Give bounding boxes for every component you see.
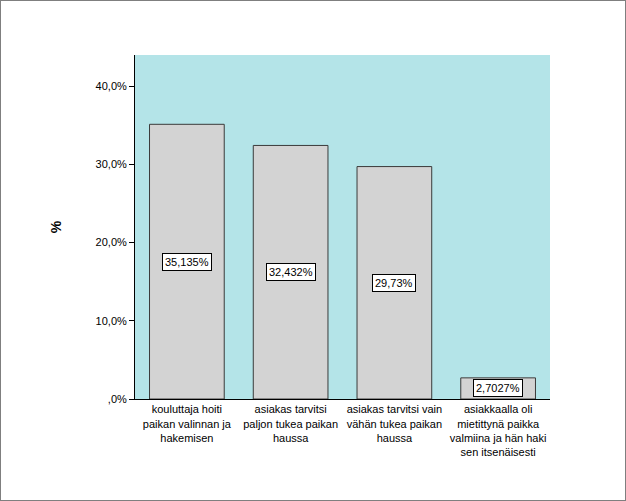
svg-text:30,0%: 30,0% bbox=[96, 158, 127, 170]
svg-text:kouluttaja hoitipaikan valinna: kouluttaja hoitipaikan valinnan jahakemi… bbox=[143, 403, 232, 444]
svg-text:35,135%: 35,135% bbox=[165, 256, 209, 268]
svg-text:%: % bbox=[48, 220, 64, 233]
svg-text:10,0%: 10,0% bbox=[96, 315, 127, 327]
svg-text:asiakas tarvitsipaljon tukea p: asiakas tarvitsipaljon tukea paikanhauss… bbox=[243, 403, 338, 444]
svg-text:2,7027%: 2,7027% bbox=[476, 382, 520, 394]
svg-text:20,0%: 20,0% bbox=[96, 236, 127, 248]
svg-text:40,0%: 40,0% bbox=[96, 80, 127, 92]
svg-text:29,73%: 29,73% bbox=[375, 277, 413, 289]
svg-text:asiakas tarvitsi vainvähän tuk: asiakas tarvitsi vainvähän tukea paikanh… bbox=[347, 403, 442, 444]
svg-text:,0%: ,0% bbox=[108, 393, 127, 405]
svg-text:32,432%: 32,432% bbox=[269, 266, 313, 278]
svg-text:asiakkaalla olimietittynä paik: asiakkaalla olimietittynä paikkavalmiina… bbox=[450, 403, 547, 458]
